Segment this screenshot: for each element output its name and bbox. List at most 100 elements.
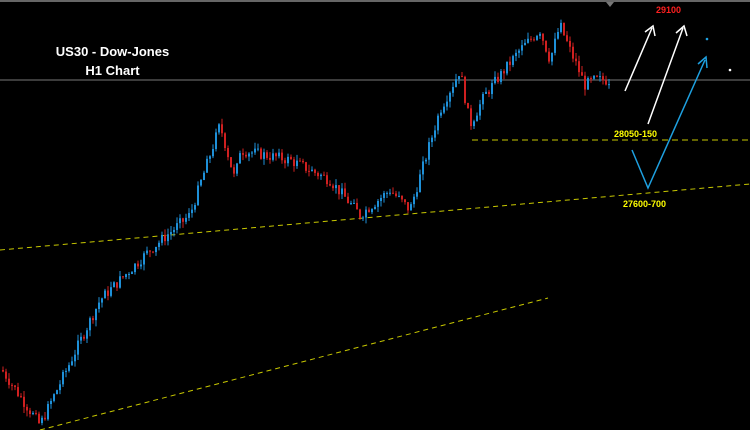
candle-body <box>14 385 16 388</box>
candle-body <box>23 396 25 407</box>
candle-body <box>191 209 193 214</box>
candle-body <box>518 50 520 53</box>
candle-body <box>566 35 568 41</box>
candle-body <box>605 80 607 85</box>
candle-body <box>86 330 88 339</box>
scroll-marker-icon[interactable] <box>606 2 614 7</box>
candle-body <box>497 76 499 82</box>
candle-body <box>398 195 400 197</box>
candle-body <box>545 40 547 52</box>
candle-body <box>389 192 391 194</box>
candle-body <box>110 287 112 296</box>
candle-body <box>71 361 73 366</box>
candle-body <box>494 76 496 84</box>
candle-body <box>302 160 304 163</box>
candle-body <box>431 137 433 143</box>
candle-body <box>128 274 130 276</box>
candle-body <box>137 263 139 267</box>
candle-body <box>413 196 415 205</box>
candle-body <box>26 406 28 411</box>
candle-body <box>479 104 481 116</box>
candle-body <box>221 124 223 134</box>
candle-body <box>473 121 475 127</box>
candle-body <box>95 308 97 321</box>
candle-body <box>44 417 46 420</box>
candle-body <box>155 246 157 253</box>
candle-body <box>578 61 580 73</box>
candle-body <box>212 149 214 157</box>
candle-body <box>50 400 52 405</box>
candle-body <box>377 200 379 207</box>
candle-body <box>278 152 280 157</box>
candle-body <box>224 133 226 149</box>
candle-body <box>314 169 316 173</box>
candle-body <box>158 242 160 247</box>
candle-body <box>527 38 529 43</box>
candle-body <box>338 185 340 195</box>
candle-body <box>56 390 58 395</box>
support-trendline <box>0 183 750 251</box>
candle-body <box>161 234 163 243</box>
candle-body <box>182 218 184 222</box>
candle-body <box>407 202 409 211</box>
candle-body <box>308 170 310 172</box>
candle-body <box>77 340 79 355</box>
blue-scenario-arrow <box>631 55 708 190</box>
candle-body <box>554 38 556 53</box>
candle-body <box>362 217 364 219</box>
candle-body <box>392 192 394 194</box>
candle-body <box>248 153 250 157</box>
candle-body <box>125 274 127 278</box>
candle-body <box>266 152 268 158</box>
candle-body <box>65 370 67 372</box>
candle-body <box>386 192 388 194</box>
candle-body <box>83 336 85 339</box>
candle-body <box>236 163 238 174</box>
candle-body <box>173 229 175 233</box>
candle-body <box>533 39 535 41</box>
candle-body <box>59 384 61 391</box>
candle-body <box>122 276 124 278</box>
candle-body <box>287 156 289 164</box>
candle-body <box>482 93 484 105</box>
candle-body <box>107 290 109 296</box>
candle-body <box>281 152 283 161</box>
candle-body <box>467 102 469 109</box>
candle-body <box>32 412 34 415</box>
candle-body <box>131 272 133 275</box>
candle-body <box>422 161 424 175</box>
candle-body <box>572 46 574 59</box>
candle-body <box>41 417 43 424</box>
candle-body <box>170 232 172 235</box>
candle-body <box>2 370 4 372</box>
candle-body <box>404 199 406 203</box>
candle-body <box>434 130 436 138</box>
candle-body <box>143 253 145 265</box>
candle-body <box>401 195 403 200</box>
candle-body <box>374 206 376 210</box>
candle-body <box>425 159 427 162</box>
candle-body <box>89 318 91 331</box>
candle-body <box>350 203 352 205</box>
candle-body <box>269 157 271 160</box>
candle-body <box>254 148 256 153</box>
candle-body <box>410 204 412 211</box>
candle-body <box>272 153 274 160</box>
candle-body <box>485 91 487 94</box>
candle-body <box>530 38 532 40</box>
candle-body <box>200 180 202 186</box>
candle-body <box>512 56 514 65</box>
candle-body <box>521 45 523 51</box>
candle-body <box>8 378 10 385</box>
chart-title: US30 - Dow-Jones H1 Chart <box>55 42 170 80</box>
candle-body <box>290 156 292 160</box>
white-arrow-1 <box>624 24 656 92</box>
candle-body <box>215 132 217 150</box>
candle-body <box>419 174 421 193</box>
candle-body <box>395 193 397 197</box>
white-arrow-2 <box>647 24 688 125</box>
candle-body <box>134 263 136 273</box>
candle-body <box>197 185 199 206</box>
